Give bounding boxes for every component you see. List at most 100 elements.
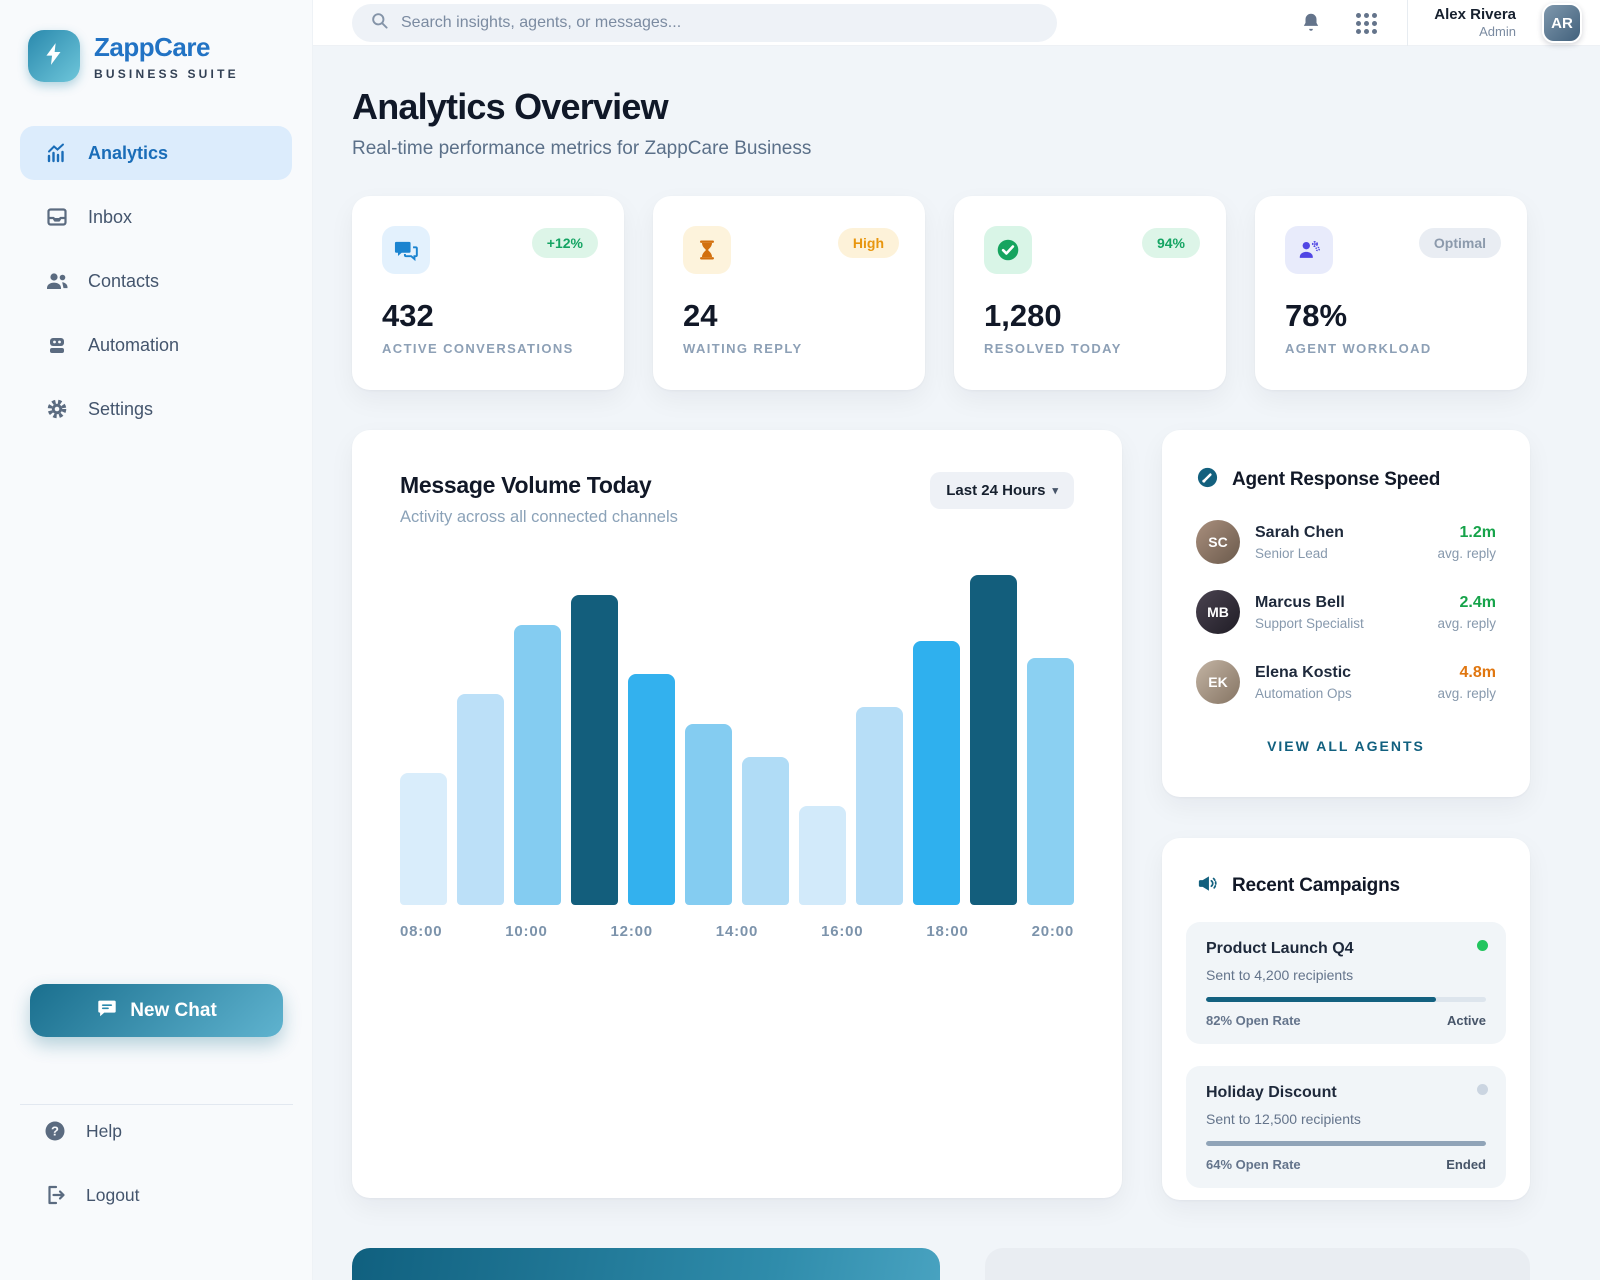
help-label: Help [86, 1120, 122, 1141]
stat-label: RESOLVED TODAY [984, 341, 1122, 356]
agent-reply-time: 2.4m [1459, 593, 1496, 611]
bell-icon [1300, 11, 1322, 36]
topbar-divider [1407, 0, 1409, 46]
agent-reply-unit: avg. reply [1437, 545, 1496, 561]
campaign-open-rate: 82% Open Rate [1206, 1013, 1301, 1028]
stat-label: ACTIVE CONVERSATIONS [382, 341, 574, 356]
help-icon: ? [42, 1118, 68, 1144]
agent-row[interactable]: EK Elena Kostic Automation Ops 4.8m avg.… [1196, 660, 1496, 704]
notifications-button[interactable] [1296, 7, 1326, 40]
sidebar-divider [20, 1104, 293, 1105]
stat-value: 78% [1285, 298, 1348, 333]
agent-gear-icon [1285, 226, 1333, 274]
chart-bar[interactable] [514, 624, 561, 905]
chart-bar[interactable] [457, 693, 504, 905]
time-range-dropdown[interactable]: Last 24 Hours ▾ [930, 472, 1074, 509]
campaign-name: Product Launch Q4 [1206, 940, 1354, 957]
logout-icon [42, 1182, 68, 1208]
agent-row[interactable]: MB Marcus Bell Support Specialist 2.4m a… [1196, 590, 1496, 634]
campaign-item[interactable]: Product Launch Q4 Sent to 4,200 recipien… [1186, 922, 1506, 1044]
apps-grid-button[interactable] [1352, 9, 1381, 38]
chart-bar[interactable] [742, 756, 789, 905]
sidebar-item-contacts[interactable]: Contacts [20, 254, 292, 308]
chart-bar[interactable] [685, 723, 732, 905]
sidebar-item-automation[interactable]: Automation [20, 318, 292, 372]
agent-reply-time: 4.8m [1459, 663, 1496, 681]
agent-row[interactable]: SC Sarah Chen Senior Lead 1.2m avg. repl… [1196, 520, 1496, 564]
chart-subtitle: Activity across all connected channels [400, 508, 678, 526]
recent-campaigns-card: Recent Campaigns Product Launch Q4 Sent … [1162, 838, 1530, 1200]
agent-role: Support Specialist [1255, 615, 1364, 631]
brand: ZappCare BUSINESS SUITE [0, 30, 312, 82]
status-dot-ended [1477, 1084, 1488, 1095]
chart-bar[interactable] [970, 575, 1017, 905]
chart-bar[interactable] [856, 707, 903, 905]
x-tick-label: 08:00 [400, 923, 443, 940]
stat-card-waiting-reply[interactable]: High 24 WAITING REPLY [653, 196, 925, 390]
progress-track [1206, 997, 1486, 1002]
sidebar-item-analytics[interactable]: Analytics [20, 126, 292, 180]
svg-text:?: ? [51, 1124, 59, 1139]
agents-panel-title: Agent Response Speed [1232, 469, 1441, 490]
sidebar: ZappCare BUSINESS SUITE Analytics Inbox [0, 0, 313, 1280]
analytics-icon [44, 140, 70, 166]
x-tick-label: 12:00 [610, 923, 653, 940]
automation-icon [44, 332, 70, 358]
chart-bar[interactable] [571, 594, 618, 905]
bar-chart [400, 575, 1074, 905]
user-role: Admin [1479, 24, 1516, 40]
chart-bar[interactable] [1027, 657, 1074, 905]
megaphone-icon [1196, 872, 1219, 900]
time-range-label: Last 24 Hours [946, 482, 1046, 499]
stat-label: WAITING REPLY [683, 341, 803, 356]
campaign-sent: Sent to 12,500 recipients [1206, 1111, 1361, 1127]
speedometer-icon [1196, 466, 1219, 494]
sidebar-item-inbox[interactable]: Inbox [20, 190, 292, 244]
campaign-name: Holiday Discount [1206, 1084, 1337, 1101]
campaign-status: Ended [1446, 1157, 1486, 1172]
stat-card-agent-workload[interactable]: Optimal 78% AGENT WORKLOAD [1255, 196, 1527, 390]
chart-bar[interactable] [400, 773, 447, 905]
search-bar[interactable] [352, 4, 1057, 42]
bottom-teal-card[interactable] [352, 1248, 940, 1280]
brand-name: ZappCare [94, 31, 210, 62]
logout-link[interactable]: Logout [42, 1182, 140, 1208]
agent-avatar: EK [1196, 660, 1240, 704]
campaign-item[interactable]: Holiday Discount Sent to 12,500 recipien… [1186, 1066, 1506, 1188]
sidebar-nav: Analytics Inbox Contacts [0, 126, 312, 436]
help-link[interactable]: ? Help [42, 1118, 122, 1144]
bottom-gray-card[interactable] [985, 1248, 1530, 1280]
user-name: Alex Rivera [1434, 5, 1516, 23]
search-input[interactable] [401, 14, 1039, 32]
chart-bar[interactable] [913, 641, 960, 905]
progress-track [1206, 1141, 1486, 1146]
agent-name: Marcus Bell [1255, 593, 1345, 611]
stat-card-resolved-today[interactable]: 94% 1,280 RESOLVED TODAY [954, 196, 1226, 390]
new-chat-button[interactable]: New Chat [30, 984, 283, 1037]
agent-role: Senior Lead [1255, 545, 1328, 561]
sidebar-item-settings[interactable]: Settings [20, 382, 292, 436]
x-tick-label: 20:00 [1031, 923, 1074, 940]
campaign-status: Active [1446, 1013, 1486, 1028]
check-circle-icon [984, 226, 1032, 274]
chat-icon [96, 997, 118, 1025]
agent-response-speed-card: Agent Response Speed SC Sarah Chen Senio… [1162, 430, 1530, 797]
progress-fill [1206, 1141, 1486, 1146]
avatar[interactable]: AR [1542, 3, 1582, 43]
brand-tagline: BUSINESS SUITE [94, 66, 239, 81]
agent-avatar: MB [1196, 590, 1240, 634]
contacts-icon [44, 268, 70, 294]
chart-bar[interactable] [628, 674, 675, 905]
view-all-agents-link[interactable]: VIEW ALL AGENTS [1267, 738, 1425, 754]
stat-card-active-conversations[interactable]: +12% 432 ACTIVE CONVERSATIONS [352, 196, 624, 390]
stat-value: 1,280 [984, 298, 1062, 333]
message-volume-card: Message Volume Today Activity across all… [352, 430, 1122, 1198]
stat-value: 432 [382, 298, 434, 333]
x-tick-label: 10:00 [505, 923, 548, 940]
x-tick-label: 14:00 [715, 923, 759, 940]
chart-bar[interactable] [799, 806, 846, 905]
logout-label: Logout [86, 1184, 140, 1205]
stat-badge: High [837, 228, 899, 258]
agent-reply-unit: avg. reply [1437, 615, 1496, 631]
agent-name: Elena Kostic [1255, 663, 1352, 681]
